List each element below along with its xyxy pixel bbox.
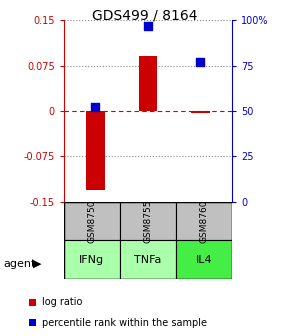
Text: IFNg: IFNg bbox=[79, 255, 104, 264]
Text: agent: agent bbox=[3, 259, 35, 269]
Bar bbox=[139, 56, 157, 111]
Bar bbox=[64, 202, 120, 240]
Bar bbox=[191, 111, 210, 113]
Text: IL4: IL4 bbox=[196, 255, 212, 264]
Text: TNFa: TNFa bbox=[134, 255, 162, 264]
Bar bbox=[120, 240, 176, 279]
Bar bbox=[176, 202, 232, 240]
Text: GDS499 / 8164: GDS499 / 8164 bbox=[92, 8, 198, 23]
Text: ▶: ▶ bbox=[33, 259, 42, 269]
Bar bbox=[64, 240, 120, 279]
Text: GSM8760: GSM8760 bbox=[200, 199, 209, 243]
Point bbox=[93, 104, 98, 110]
Point bbox=[198, 59, 203, 65]
Text: log ratio: log ratio bbox=[42, 297, 83, 307]
Text: GSM8755: GSM8755 bbox=[143, 199, 153, 243]
Bar bbox=[86, 111, 104, 190]
Text: percentile rank within the sample: percentile rank within the sample bbox=[42, 318, 207, 328]
Bar bbox=[120, 202, 176, 240]
Point bbox=[146, 23, 150, 28]
Bar bbox=[176, 240, 232, 279]
Text: GSM8750: GSM8750 bbox=[87, 199, 96, 243]
